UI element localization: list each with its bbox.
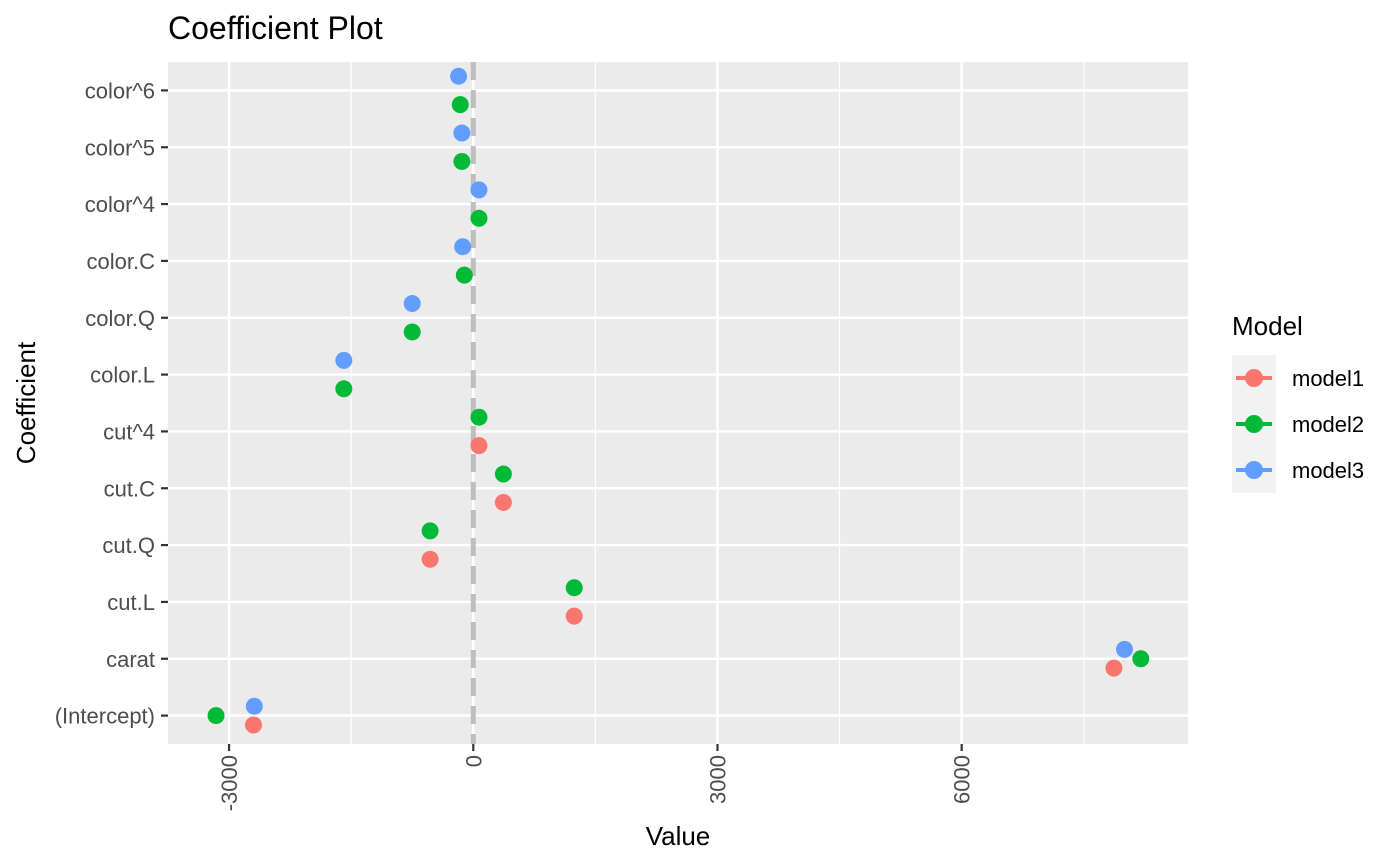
y-tick-label: carat: [106, 647, 155, 672]
legend-label-model3: model3: [1292, 458, 1364, 483]
point-model2: [451, 96, 469, 114]
point-model2: [1132, 650, 1150, 668]
y-tick-label: color.C: [87, 249, 156, 274]
point-model2: [421, 522, 439, 540]
legend-key-point: [1245, 415, 1263, 433]
point-model2: [335, 380, 353, 398]
point-model3: [453, 124, 471, 142]
point-model1: [470, 437, 488, 455]
chart-title: Coefficient Plot: [168, 10, 383, 46]
y-tick-label: color.L: [90, 363, 155, 388]
y-tick-label: cut^4: [103, 419, 155, 444]
legend-title: Model: [1232, 311, 1303, 341]
legend: Model model1 model2 model3: [1232, 311, 1364, 493]
x-tick-label: -3000: [217, 755, 242, 811]
point-model3: [450, 67, 468, 85]
point-model2: [494, 465, 512, 483]
legend-label-model1: model1: [1292, 366, 1364, 391]
point-model3: [470, 181, 488, 199]
point-model3: [454, 238, 472, 256]
point-model3: [1116, 640, 1134, 658]
y-axis-title: Coefficient: [11, 341, 41, 464]
point-model2: [403, 323, 421, 341]
point-model1: [565, 607, 583, 625]
y-tick-label: color^5: [85, 135, 155, 160]
data-points: [207, 67, 1150, 734]
y-tick-label: cut.L: [107, 590, 155, 615]
legend-label-model2: model2: [1292, 412, 1364, 437]
point-model2: [207, 707, 225, 725]
point-model3: [335, 351, 353, 369]
y-tick-label: color^6: [85, 78, 155, 103]
x-tick-label: 3000: [705, 755, 730, 804]
plot-panel: [168, 62, 1188, 744]
y-tick-label: color.Q: [85, 306, 155, 331]
legend-key-point: [1245, 369, 1263, 387]
y-axis: (Intercept) carat cut.L cut.Q cut.C cut^4 colo…: [55, 78, 168, 729]
point-model2: [565, 579, 583, 597]
y-tick-label: cut.C: [104, 476, 155, 501]
x-tick-label: 0: [461, 755, 486, 767]
point-model1: [1105, 659, 1123, 677]
point-model3: [403, 295, 421, 313]
x-axis: -3000 0 3000 6000: [217, 744, 975, 811]
x-axis-title: Value: [646, 821, 711, 851]
point-model1: [244, 716, 262, 734]
x-tick-label: 6000: [950, 755, 975, 804]
point-model2: [470, 408, 488, 426]
point-model1: [494, 493, 512, 511]
legend-key-point: [1245, 461, 1263, 479]
point-model2: [470, 209, 488, 227]
y-tick-label: (Intercept): [55, 704, 155, 729]
point-model1: [421, 550, 439, 568]
point-model2: [453, 152, 471, 170]
point-model2: [455, 266, 473, 284]
y-tick-label: cut.Q: [102, 533, 155, 558]
point-model3: [245, 697, 263, 715]
y-tick-label: color^4: [85, 192, 155, 217]
